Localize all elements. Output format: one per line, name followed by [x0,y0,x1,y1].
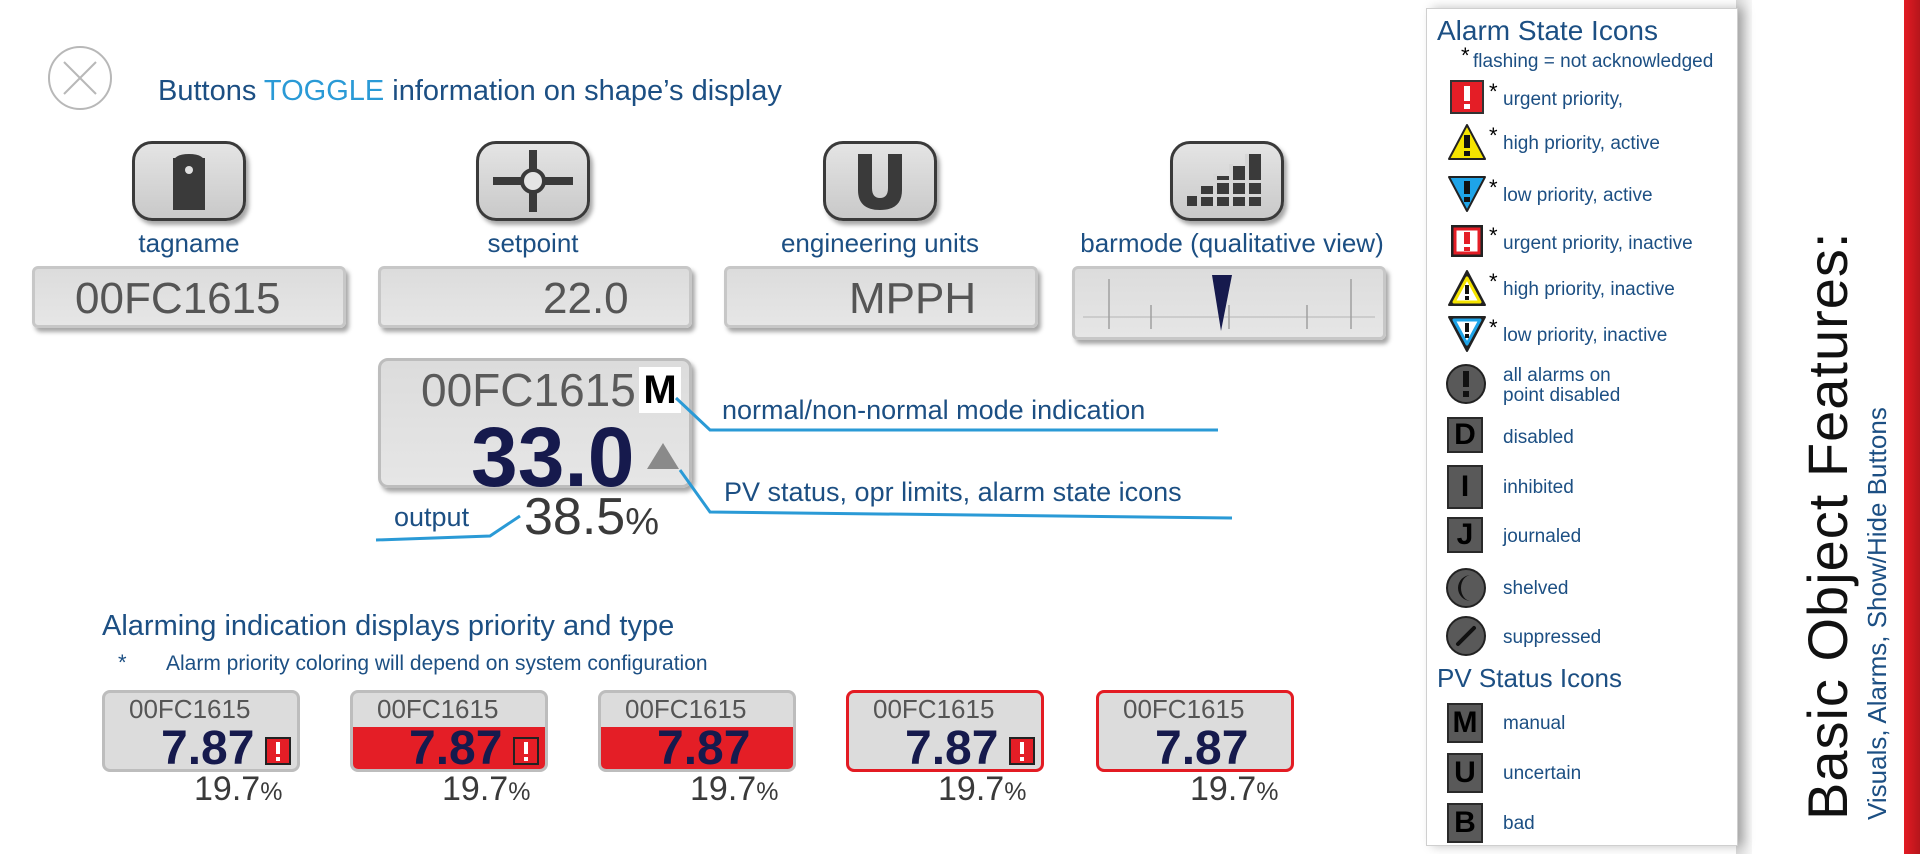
alarm-note: Alarm priority coloring will depend on s… [166,652,708,675]
output-value: 38.5% [524,488,660,546]
tagname-display: 00FC1615 [32,266,346,328]
annotation-lines [375,396,1233,542]
alarm-example-normal[interactable]: 00FC1615 7.87 [102,690,300,772]
bar-chart-icon [1187,154,1261,206]
mode-indicator: M [639,367,681,413]
tagname-toggle-button[interactable] [132,141,246,221]
alarm-example-red-border-icon[interactable]: 00FC1615 7.87 [846,690,1044,772]
faceplate-tagname: 00FC1615 [421,364,636,416]
alarm-example-pct: 19.7% [1190,770,1279,808]
urgent-alarm-icon [265,737,291,765]
legend-inhibited: inhibited [1503,477,1574,498]
high-inactive-icon [1448,270,1486,306]
low-alarm-icon [1448,176,1486,212]
legend-low: low priority, active [1503,185,1653,206]
legend-high: high priority, active [1503,133,1660,154]
legend-urgent: urgent priority, [1503,89,1624,110]
barmode-label: barmode (qualitative view) [1080,228,1384,258]
alarm-example-red-band[interactable]: 00FC1615 7.87 [598,690,796,772]
manual-icon: M [1447,703,1483,743]
tagname-label: tagname [138,228,240,258]
alarms-disabled-icon [1446,364,1486,404]
alarm-example-pct: 19.7% [690,770,779,808]
output-label: output [394,502,470,532]
high-alarm-icon [1448,124,1486,160]
legend-bad: bad [1503,813,1535,834]
disabled-icon: D [1447,417,1483,453]
alarm-example-pct: 19.7% [442,770,531,808]
status-annotation: PV status, opr limits, alarm state icons [724,477,1182,507]
legend-manual: manual [1503,713,1566,734]
legend-high-inactive: high priority, inactive [1503,279,1675,300]
pv-icons-title: PV Status Icons [1437,663,1622,693]
alarm-example-pct: 19.7% [938,770,1027,808]
setpoint-toggle-button[interactable] [476,141,590,221]
legend-urgent-inactive: urgent priority, inactive [1503,233,1693,254]
legend-journaled: journaled [1503,526,1582,547]
urgent-alarm-icon [1009,737,1035,765]
units-label: engineering units [780,228,980,258]
alarm-example-red-band-icon[interactable]: 00FC1615 7.87 [350,690,548,772]
side-subtitle: Visuals, Alarms, Show/Hide Buttons [1862,407,1892,820]
legend-uncertain: uncertain [1503,763,1582,784]
legend-low-inactive: low priority, inactive [1503,325,1668,346]
inhibited-icon: I [1447,465,1483,509]
triangle-up-icon [647,443,679,469]
legend-panel: Alarm State Icons * flashing = not ackno… [1426,8,1738,846]
urgent-inactive-icon [1451,225,1483,257]
barmode-toggle-button[interactable] [1170,141,1284,221]
uncertain-icon: U [1447,753,1483,793]
legend-suppressed: suppressed [1503,627,1602,648]
alarm-icons-title: Alarm State Icons [1437,15,1658,46]
bar-pointer [1212,275,1232,331]
side-title: Basic Object Features: [1796,231,1859,820]
tag-icon [173,154,205,210]
bad-icon: B [1447,803,1483,843]
toggle-heading: Buttons TOGGLE information on shape’s di… [158,75,782,107]
units-display: MPPH [724,266,1038,328]
alarming-heading: Alarming indication displays priority an… [102,610,675,642]
u-letter-icon [858,154,902,210]
legend-shelved: shelved [1503,578,1569,599]
flash-note: flashing = not acknowledged [1473,51,1714,72]
mode-annotation: normal/non-normal mode indication [722,395,1146,425]
close-icon[interactable] [48,46,112,110]
legend-all-disabled-2: point disabled [1503,385,1621,406]
journaled-icon: J [1447,517,1483,553]
legend-all-disabled-1: all alarms on [1503,365,1611,386]
legend-disabled: disabled [1503,427,1574,448]
low-inactive-icon [1448,316,1486,352]
main-faceplate[interactable]: 00FC1615 M 33.0 [378,358,692,504]
alarm-example-red-border[interactable]: 00FC1615 7.87 [1096,690,1294,772]
setpoint-label: setpoint [487,228,579,258]
barmode-display [1072,266,1386,340]
suppressed-icon [1446,616,1486,656]
note-asterisk: * [118,650,127,675]
red-accent-bar [1904,0,1920,854]
alarm-example-pct: 19.7% [194,770,283,808]
units-toggle-button[interactable] [823,141,937,221]
faceplate-pv-value: 33.0 [471,410,635,504]
urgent-alarm-icon [1450,80,1484,114]
crosshair-icon [493,150,573,212]
setpoint-display: 22.0 [378,266,692,328]
urgent-alarm-icon [513,737,539,765]
moon-icon [1446,568,1486,608]
